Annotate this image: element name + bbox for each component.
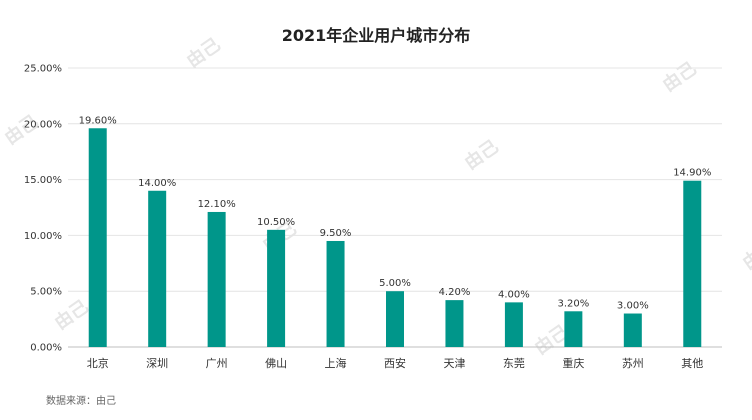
- bar: [386, 291, 404, 347]
- x-tick-label: 北京: [87, 356, 109, 370]
- watermark-text: 由己: [658, 57, 700, 96]
- y-tick-label: 5.00%: [30, 287, 62, 298]
- x-axis: 北京 深圳 广州 佛山 上海 西安 天津 东莞 重庆 苏州 其他: [87, 356, 704, 370]
- x-tick-label: 佛山: [265, 357, 287, 370]
- watermark-text: 由己: [460, 135, 502, 174]
- x-tick-label: 苏州: [622, 357, 644, 370]
- x-tick-label: 上海: [325, 356, 347, 370]
- bar: [88, 128, 107, 347]
- x-tick-label: 其他: [681, 357, 703, 370]
- data-label: 14.00%: [138, 178, 176, 189]
- x-tick-label: 广州: [206, 357, 228, 370]
- x-tick-label: 东莞: [503, 357, 525, 370]
- data-label: 12.10%: [198, 199, 236, 210]
- data-source-note: 数据来源：由己: [46, 396, 116, 407]
- data-label: 9.50%: [320, 228, 352, 239]
- bar: [445, 300, 464, 347]
- data-label: 4.20%: [439, 287, 471, 298]
- bar: [326, 240, 345, 347]
- data-label: 10.50%: [257, 217, 295, 228]
- y-tick-label: 20.00%: [24, 119, 62, 130]
- bar: [207, 211, 226, 347]
- y-tick-label: 0.00%: [30, 343, 62, 354]
- watermark-text: 由己: [738, 235, 752, 274]
- watermark-text: 由己: [50, 295, 92, 334]
- x-tick-label: 天津: [443, 357, 465, 370]
- data-label: 5.00%: [379, 278, 411, 289]
- bars: 19.60% 14.00% 12.10% 10.50% 9.50% 5.00% 4.20% 4…: [79, 115, 711, 347]
- data-label: 3.00%: [617, 301, 649, 312]
- bar: [267, 229, 286, 347]
- data-label: 19.60%: [79, 115, 117, 126]
- data-label: 3.20%: [557, 298, 589, 309]
- data-label: 14.90%: [673, 168, 711, 179]
- x-tick-label: 重庆: [562, 356, 584, 370]
- bar: [564, 311, 583, 347]
- bar: [623, 313, 642, 347]
- y-tick-label: 15.00%: [24, 175, 62, 186]
- data-label: 4.00%: [498, 289, 530, 300]
- bar: [504, 302, 523, 347]
- watermark-text: 由己: [182, 33, 224, 72]
- x-tick-label: 西安: [384, 356, 406, 370]
- chart-title: 2021年企业用户城市分布: [281, 26, 471, 45]
- y-axis: 0.00% 5.00% 10.00% 15.00% 20.00% 25.00%: [24, 64, 62, 354]
- x-tick-label: 深圳: [146, 357, 168, 370]
- bar: [683, 180, 702, 347]
- bar: [148, 190, 167, 347]
- y-tick-label: 25.00%: [24, 64, 62, 75]
- y-tick-label: 10.00%: [24, 231, 62, 242]
